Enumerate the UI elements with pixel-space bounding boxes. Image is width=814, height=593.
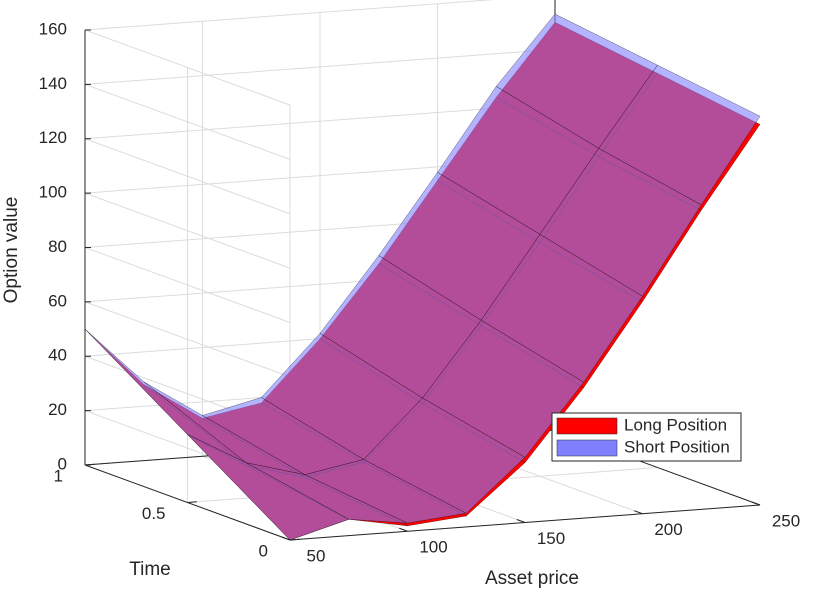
z-tick-label: 0 (58, 454, 67, 473)
z-tick-label: 160 (39, 19, 67, 38)
tick-mark (751, 501, 761, 506)
tick-mark (187, 501, 197, 503)
z-tick-label: 140 (39, 74, 67, 93)
z-tick-label: 60 (48, 291, 67, 310)
tick-mark (516, 519, 526, 523)
legend-swatch (556, 417, 618, 435)
tick-mark (289, 538, 300, 541)
z-tick-label: 120 (39, 128, 67, 147)
legend-swatch (556, 439, 618, 457)
y-tick-label: 1 (54, 466, 63, 485)
y-tick-label: 0.5 (142, 504, 166, 523)
tick-mark (399, 527, 408, 532)
legend: Long Position Short Position (551, 412, 742, 462)
z-tick-label: 40 (48, 346, 67, 365)
x-tick-label: 50 (307, 546, 326, 565)
tick-mark (634, 510, 643, 515)
legend-label: Short Position (624, 437, 730, 456)
y-tick-label: 0 (259, 541, 268, 560)
x-tick-label: 200 (654, 520, 682, 539)
legend-label: Long Position (624, 415, 727, 434)
tick-mark (84, 463, 95, 466)
x-tick-label: 100 (419, 538, 447, 557)
x-tick-label: 150 (537, 529, 565, 548)
z-tick-label: 100 (39, 183, 67, 202)
y-axis-label: Time (129, 559, 171, 580)
z-tick-label: 20 (48, 400, 67, 419)
tick-mark (281, 536, 291, 541)
x-tick-label: 250 (772, 511, 800, 530)
z-axis-label: Option value (1, 197, 22, 304)
x-axis-label: Asset price (485, 568, 579, 589)
z-tick-label: 80 (48, 237, 67, 256)
surface-patch (598, 64, 761, 206)
